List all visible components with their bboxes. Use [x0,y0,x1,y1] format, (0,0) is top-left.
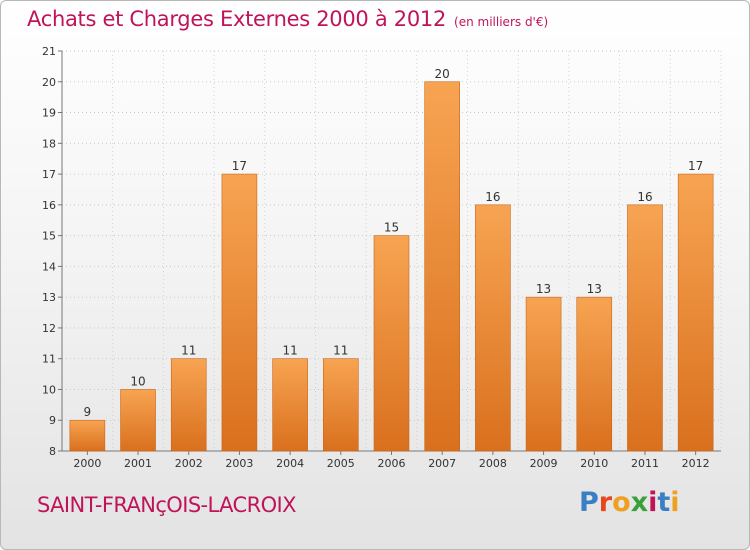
x-tick-label-2003: 2003 [225,457,253,470]
x-tick-label-2011: 2011 [631,457,659,470]
bar-2003 [221,173,258,452]
y-tick-label: 17 [42,168,56,181]
y-tick-label: 8 [49,445,56,458]
data-label-2004: 11 [282,344,297,358]
bar-2007 [424,81,460,452]
bar-2001 [120,389,156,452]
bar-2006 [373,235,410,452]
logo-letter: t [657,487,671,518]
x-tick-label-2006: 2006 [378,457,406,470]
x-tick-label-2000: 2000 [73,457,101,470]
data-label-2001: 10 [130,374,145,388]
bar-2009 [525,296,562,452]
y-tick-label: 18 [42,137,56,150]
town-name: SAINT-FRANçOIS-LACROIX [37,493,296,517]
y-tick-label: 15 [42,230,56,243]
data-label-2009: 13 [536,282,551,296]
bar-2002 [170,358,207,452]
data-label-2012: 17 [688,159,703,173]
chart-title: Achats et Charges Externes 2000 à 2012 [27,7,447,31]
data-labels: 9 10 11 17 11 11 15 20 16 13 13 16 17 [84,67,704,419]
unit-note: (en milliers d'€) [454,15,549,29]
bar-2000 [69,419,106,452]
y-tick-label: 9 [49,414,56,427]
y-tick-label: 13 [42,291,56,304]
bar-2004 [272,358,308,452]
y-tick-label: 11 [42,353,56,366]
x-tick-label-2005: 2005 [327,457,355,470]
x-tick-label-2008: 2008 [479,457,507,470]
x-tick-label-2002: 2002 [175,457,203,470]
data-label-2010: 13 [587,282,602,296]
logo-letter: r [598,487,613,518]
x-tick-label-2004: 2004 [276,457,304,470]
bar-2005 [323,358,359,452]
logo-letter: o [612,487,631,518]
data-label-2007: 20 [435,67,450,81]
data-label-2003: 17 [232,159,247,173]
proxiti-logo: Proxiti [579,487,680,518]
data-label-2008: 16 [485,190,500,204]
y-tick-label: 21 [42,45,56,58]
data-label-2006: 15 [384,221,399,235]
bar-2008 [475,204,511,452]
bars [69,81,714,452]
logo-letter: i [670,487,680,518]
x-tick-label-2009: 2009 [530,457,558,470]
bar-2011 [627,204,663,452]
data-label-2011: 16 [637,190,652,204]
data-label-2005: 11 [333,344,348,358]
y-tick-label: 16 [42,199,56,212]
data-label-2002: 11 [181,344,196,358]
chart-title-block: Achats et Charges Externes 2000 à 2012 (e… [27,7,548,31]
x-tick-label-2007: 2007 [428,457,456,470]
logo-letter: x [630,487,649,518]
logo-letter: i [648,487,658,518]
y-tick-label: 10 [42,383,56,396]
x-tick-label-2012: 2012 [682,457,710,470]
bar-2010 [576,296,613,452]
x-tick-label-2001: 2001 [124,457,152,470]
y-tick-label: 12 [42,322,56,335]
data-label-2000: 9 [84,405,92,419]
y-tick-label: 20 [42,76,56,89]
x-tick-label-2010: 2010 [580,457,608,470]
grid-lines [61,50,722,452]
y-tick-label: 14 [42,260,56,273]
bar-2012 [677,173,714,452]
logo-letter: P [579,487,599,518]
y-tick-label: 19 [42,107,56,120]
